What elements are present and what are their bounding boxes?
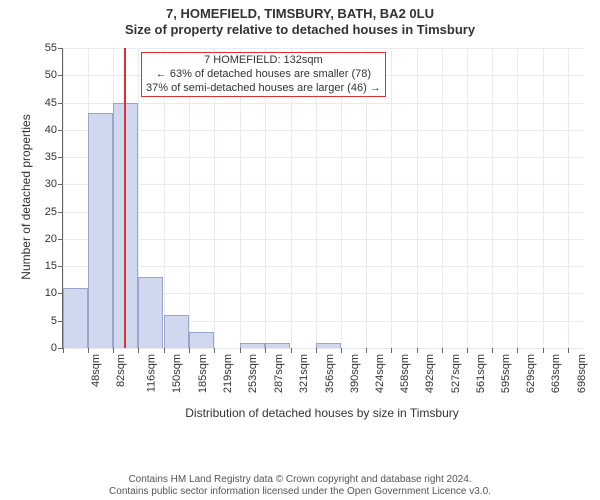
x-tick-label: 82sqm xyxy=(115,354,127,387)
x-tick-mark xyxy=(316,348,317,353)
grid-line-horizontal xyxy=(63,130,583,131)
x-tick-label: 424sqm xyxy=(374,354,386,393)
annotation-box: 7 HOMEFIELD: 132sqm← 63% of detached hou… xyxy=(141,52,386,97)
histogram-bar xyxy=(265,343,290,348)
grid-line-horizontal xyxy=(63,103,583,104)
chart-title-line2: Size of property relative to detached ho… xyxy=(0,22,600,38)
x-tick-label: 185sqm xyxy=(197,354,209,393)
grid-line-vertical xyxy=(391,48,392,348)
y-tick-label: 15 xyxy=(45,260,63,272)
x-tick-label: 321sqm xyxy=(298,354,310,393)
grid-line-horizontal xyxy=(63,48,583,49)
annotation-line2: ← 63% of detached houses are smaller (78… xyxy=(146,68,381,82)
plot-area: 051015202530354045505548sqm82sqm116sqm15… xyxy=(62,48,583,349)
x-tick-mark xyxy=(568,348,569,353)
grid-line-vertical xyxy=(543,48,544,348)
grid-line-horizontal xyxy=(63,212,583,213)
y-axis-label: Number of detached properties xyxy=(19,97,33,297)
y-tick-label: 5 xyxy=(51,315,63,327)
grid-line-vertical xyxy=(467,48,468,348)
y-tick-label: 55 xyxy=(45,42,63,54)
grid-line-vertical xyxy=(417,48,418,348)
x-tick-mark xyxy=(138,348,139,353)
attribution: Contains HM Land Registry data © Crown c… xyxy=(0,474,600,498)
grid-line-horizontal xyxy=(63,184,583,185)
y-tick-label: 50 xyxy=(45,69,63,81)
grid-line-vertical xyxy=(442,48,443,348)
annotation-line1: 7 HOMEFIELD: 132sqm xyxy=(146,54,381,68)
x-tick-label: 629sqm xyxy=(525,354,537,393)
grid-line-vertical xyxy=(568,48,569,348)
y-tick-label: 10 xyxy=(45,287,63,299)
x-tick-mark xyxy=(240,348,241,353)
x-tick-label: 150sqm xyxy=(171,354,183,393)
grid-line-horizontal xyxy=(63,157,583,158)
x-tick-label: 116sqm xyxy=(146,354,158,392)
x-tick-label: 219sqm xyxy=(222,354,234,393)
y-tick-label: 0 xyxy=(51,342,63,354)
x-tick-mark xyxy=(88,348,89,353)
x-tick-mark xyxy=(517,348,518,353)
x-tick-label: 458sqm xyxy=(399,354,411,393)
chart-title-line1: 7, HOMEFIELD, TIMSBURY, BATH, BA2 0LU xyxy=(0,0,600,22)
x-tick-mark xyxy=(189,348,190,353)
x-axis-label: Distribution of detached houses by size … xyxy=(62,406,582,420)
x-tick-label: 527sqm xyxy=(450,354,462,393)
histogram-bar xyxy=(189,332,214,348)
marker-line xyxy=(124,48,126,348)
histogram-bar xyxy=(240,343,265,348)
grid-line-vertical xyxy=(517,48,518,348)
x-tick-mark xyxy=(265,348,266,353)
x-tick-mark xyxy=(214,348,215,353)
x-tick-mark xyxy=(391,348,392,353)
x-tick-mark xyxy=(417,348,418,353)
grid-line-horizontal xyxy=(63,348,583,349)
y-tick-label: 40 xyxy=(45,124,63,136)
grid-line-horizontal xyxy=(63,239,583,240)
x-tick-mark xyxy=(164,348,165,353)
x-tick-label: 492sqm xyxy=(424,354,436,393)
attribution-line2: Contains public sector information licen… xyxy=(0,486,600,498)
x-tick-mark xyxy=(492,348,493,353)
x-tick-label: 390sqm xyxy=(349,354,361,393)
y-tick-label: 30 xyxy=(45,178,63,190)
x-tick-label: 663sqm xyxy=(550,354,562,393)
x-tick-label: 356sqm xyxy=(324,354,336,393)
histogram-bar xyxy=(88,113,113,348)
annotation-line3: 37% of semi-detached houses are larger (… xyxy=(146,82,381,96)
y-tick-label: 35 xyxy=(45,151,63,163)
x-tick-label: 595sqm xyxy=(500,354,512,393)
x-tick-mark xyxy=(63,348,64,353)
x-tick-mark xyxy=(113,348,114,353)
y-tick-label: 25 xyxy=(45,206,63,218)
grid-line-horizontal xyxy=(63,266,583,267)
histogram-bar xyxy=(164,315,189,348)
x-tick-mark xyxy=(467,348,468,353)
y-tick-label: 20 xyxy=(45,233,63,245)
x-tick-mark xyxy=(366,348,367,353)
x-tick-mark xyxy=(442,348,443,353)
x-tick-label: 561sqm xyxy=(475,354,487,393)
x-tick-label: 48sqm xyxy=(90,354,102,387)
x-tick-label: 698sqm xyxy=(576,354,588,393)
histogram-bar xyxy=(138,277,163,348)
histogram-bar xyxy=(316,343,341,348)
attribution-line1: Contains HM Land Registry data © Crown c… xyxy=(0,474,600,486)
x-tick-label: 253sqm xyxy=(248,354,260,393)
chart-container: { "chart": { "type": "histogram", "title… xyxy=(0,0,600,500)
x-tick-mark xyxy=(543,348,544,353)
histogram-bar xyxy=(63,288,88,348)
grid-line-vertical xyxy=(492,48,493,348)
x-tick-label: 287sqm xyxy=(273,354,285,393)
x-tick-mark xyxy=(291,348,292,353)
y-tick-label: 45 xyxy=(45,97,63,109)
x-tick-mark xyxy=(341,348,342,353)
